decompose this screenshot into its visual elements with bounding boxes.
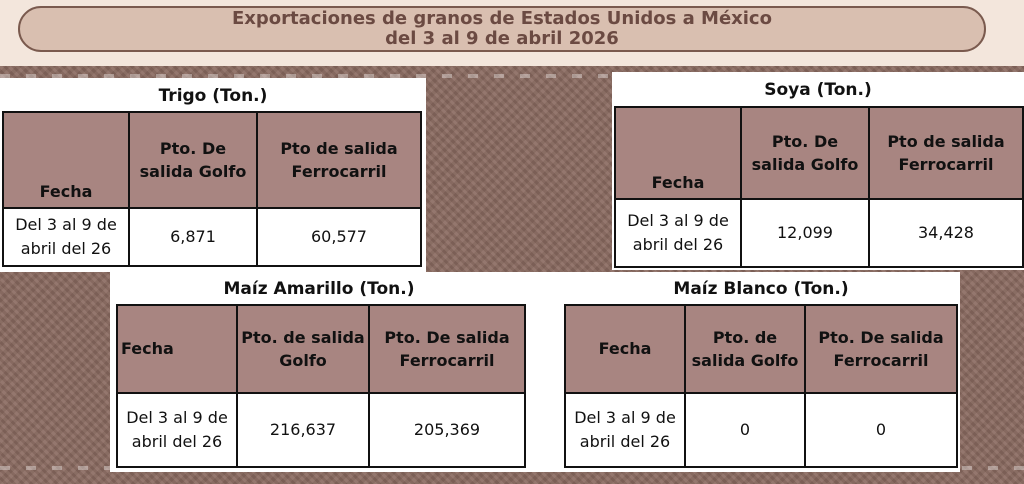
cell-golfo: 216,637 — [236, 392, 370, 468]
cell-fecha: Del 3 al 9 de abril del 26 — [116, 392, 238, 468]
page-title: Exportaciones de granos de Estados Unido… — [232, 8, 772, 29]
cell-ferrocarril: 34,428 — [868, 198, 1024, 268]
soya-title: Soya (Ton.) — [764, 80, 872, 100]
header-fecha: Fecha — [564, 304, 686, 394]
cell-ferrocarril: 0 — [804, 392, 958, 468]
table-header-row: Fecha Pto. de salida Golfo Pto. De salid… — [564, 304, 958, 394]
header-fecha: Fecha — [614, 106, 742, 200]
cell-fecha: Del 3 al 9 de abril del 26 — [614, 198, 742, 268]
header-ferrocarril: Pto de salida Ferrocarril — [868, 106, 1024, 200]
cell-ferrocarril: 205,369 — [368, 392, 526, 468]
header-golfo: Pto. de salida Golfo — [684, 304, 806, 394]
header-ferrocarril: Pto. De salida Ferrocarril — [804, 304, 958, 394]
page-subtitle: del 3 al 9 de abril 2026 — [385, 28, 619, 49]
texture-stripe — [0, 74, 1024, 78]
page-title-banner: Exportaciones de granos de Estados Unido… — [18, 6, 986, 52]
maiz-blanco-panel: Maíz Blanco (Ton.) Fecha Pto. de salida … — [528, 272, 960, 472]
maiz-amarillo-table: Fecha Pto. de salida Golfo Pto. De salid… — [116, 304, 526, 468]
maiz-amarillo-panel: Maíz Amarillo (Ton.) Fecha Pto. de salid… — [110, 272, 528, 472]
trigo-title: Trigo (Ton.) — [158, 86, 268, 106]
cell-golfo: 6,871 — [128, 207, 258, 267]
table-header-row: Fecha Pto. De salida Golfo Pto de salida… — [614, 106, 1024, 200]
table-header-row: Fecha Pto. De salida Golfo Pto de salida… — [2, 111, 422, 209]
soya-table: Fecha Pto. De salida Golfo Pto de salida… — [614, 106, 1024, 268]
header-golfo: Pto. De salida Golfo — [740, 106, 870, 200]
header-ferrocarril: Pto de salida Ferrocarril — [256, 111, 422, 209]
cell-fecha: Del 3 al 9 de abril del 26 — [2, 207, 130, 267]
header-fecha: Fecha — [2, 111, 130, 209]
maiz-blanco-table: Fecha Pto. de salida Golfo Pto. De salid… — [564, 304, 958, 468]
cell-ferrocarril: 60,577 — [256, 207, 422, 267]
table-row: Del 3 al 9 de abril del 26 0 0 — [564, 392, 958, 468]
header-golfo: Pto. De salida Golfo — [128, 111, 258, 209]
table-row: Del 3 al 9 de abril del 26 6,871 60,577 — [2, 207, 422, 267]
trigo-table: Fecha Pto. De salida Golfo Pto de salida… — [2, 111, 422, 267]
header-golfo: Pto. de salida Golfo — [236, 304, 370, 394]
table-row: Del 3 al 9 de abril del 26 12,099 34,428 — [614, 198, 1024, 268]
trigo-panel: Trigo (Ton.) Fecha Pto. De salida Golfo … — [0, 78, 426, 272]
table-row: Del 3 al 9 de abril del 26 216,637 205,3… — [116, 392, 526, 468]
cell-fecha: Del 3 al 9 de abril del 26 — [564, 392, 686, 468]
cell-golfo: 0 — [684, 392, 806, 468]
header-fecha: Fecha — [116, 304, 238, 394]
cell-golfo: 12,099 — [740, 198, 870, 268]
maiz-amarillo-title: Maíz Amarillo (Ton.) — [223, 279, 415, 299]
header-ferrocarril: Pto. De salida Ferrocarril — [368, 304, 526, 394]
table-header-row: Fecha Pto. de salida Golfo Pto. De salid… — [116, 304, 526, 394]
maiz-blanco-title: Maíz Blanco (Ton.) — [673, 279, 849, 299]
soya-panel: Soya (Ton.) Fecha Pto. De salida Golfo P… — [612, 72, 1024, 270]
